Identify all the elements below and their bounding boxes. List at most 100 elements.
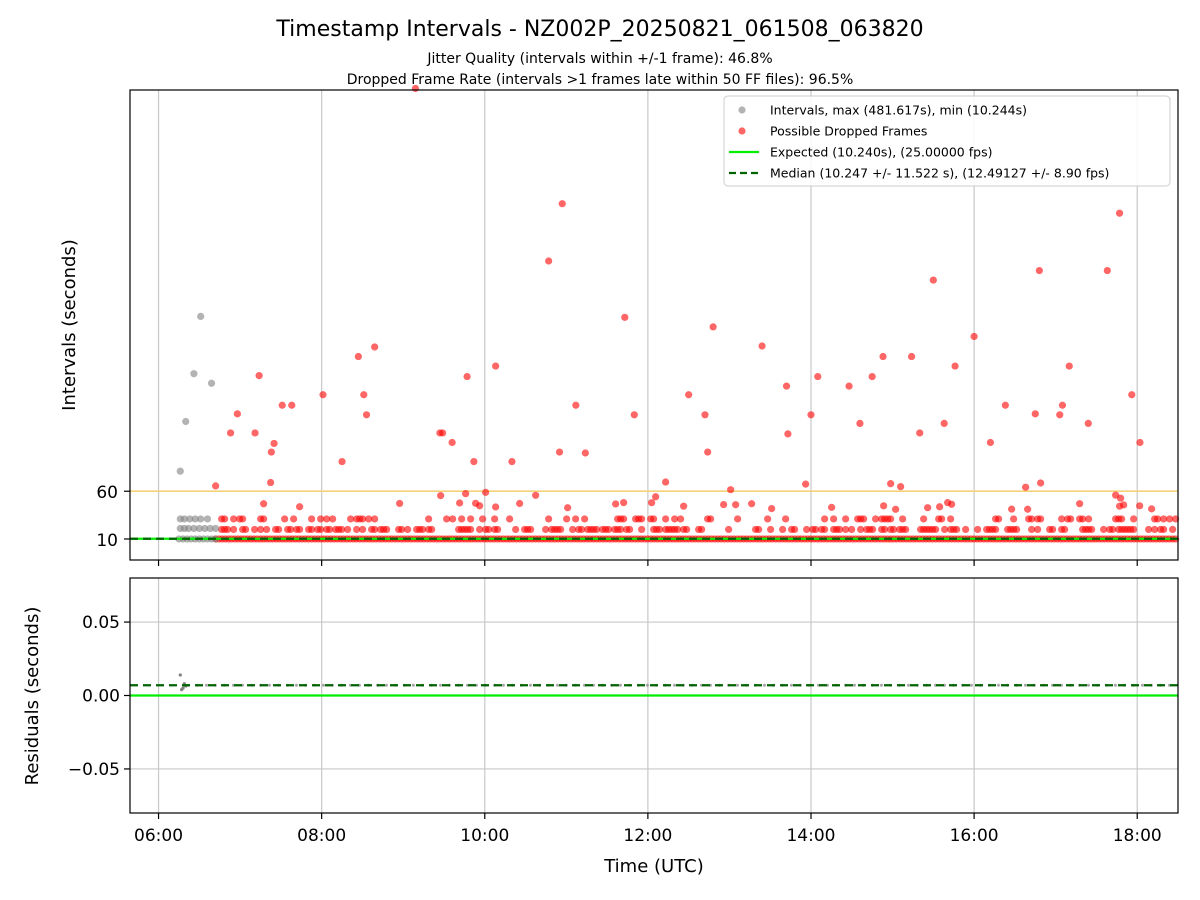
dropped-frame-point [941,525,949,534]
dropped-frame-point [1065,362,1073,370]
dropped-frame-point [779,525,787,534]
dropped-frame-point [317,525,325,534]
dropped-frame-point [860,515,868,523]
dropped-frame-point [308,525,316,534]
chart-subtitle-dropped: Dropped Frame Rate (intervals >1 frames … [347,72,854,88]
dropped-frame-point [947,515,955,523]
dropped-frame-point [569,525,577,534]
dropped-frame-point [677,515,685,523]
dropped-frame-point [650,515,658,523]
dropped-frame-point [807,411,815,419]
dropped-frame-point [476,502,484,510]
dropped-frame-point [1010,515,1018,523]
dropped-frame-point [287,525,295,534]
dropped-frame-point [879,352,887,361]
dropped-frame-point [1160,515,1168,523]
dropped-frame-point [396,499,404,508]
y-tick-label: 60 [96,483,118,503]
x-axis-label: Time (UTC) [603,856,704,877]
dropped-frame-point [962,525,970,534]
dropped-frame-point [1058,401,1067,409]
dropped-frame-point [685,391,693,399]
dropped-frame-point [803,525,811,534]
dropped-frame-point [1031,410,1039,418]
dropped-frame-point [709,323,717,331]
residual-point [294,683,298,687]
dropped-frame-point [1013,525,1021,534]
residual-point [178,673,182,677]
residual-point [672,683,676,687]
dropped-frame-point [1128,391,1136,399]
dropped-frame-point [974,525,982,534]
dropped-frame-point [347,515,355,523]
dropped-frame-point [290,515,298,523]
dropped-frame-point [1136,438,1144,447]
residual-point [267,683,271,687]
dropped-frame-point [791,525,799,534]
dropped-frame-point [916,429,924,437]
dropped-frame-point [1103,266,1111,275]
legend-box [723,95,1171,187]
dropped-frame-point [527,525,535,534]
dropped-frame-point [383,525,391,534]
dropped-frame-point [398,525,406,534]
dropped-frame-point [857,525,865,534]
dropped-frame-point [1088,525,1096,534]
dropped-frame-point [748,500,756,508]
dropped-frame-point [1109,525,1117,534]
dropped-frame-point [830,515,838,523]
dropped-frame-point [221,515,229,523]
chart-title: Timestamp Intervals - NZ002P_20250821_06… [275,17,923,42]
dropped-frame-point [727,486,735,494]
residual-point [879,683,883,687]
dropped-frame-point [443,515,451,523]
residual-point [555,683,559,687]
y-tick-label: −0.05 [68,760,120,780]
residual-point [906,683,910,687]
dropped-frame-point [782,515,790,523]
dropped-frame-point [212,482,220,490]
dropped-frame-point [436,429,444,437]
dropped-frame-point [970,332,978,341]
dropped-frame-point [782,382,791,390]
dropped-frame-point [260,515,268,523]
residual-point [438,683,442,687]
dropped-frame-point [638,525,646,534]
dropped-frame-point [411,84,420,93]
residual-point [1023,683,1027,687]
dropped-frame-point [338,458,346,466]
dropped-frame-point [880,502,888,510]
dropped-frame-point [485,525,493,534]
x-tick-label: 14:00 [786,826,835,846]
y-tick-label: 0.00 [82,687,120,707]
interval-point [206,524,214,533]
interval-point [197,312,205,321]
dropped-frame-point [951,362,959,370]
dropped-frame-point [419,525,427,534]
residual-point [789,683,793,687]
x-tick-label: 18:00 [1113,826,1162,846]
residual-point [996,683,1000,687]
dropped-frame-point [270,439,278,448]
dropped-frame-point [558,200,566,208]
dropped-frame-point [226,429,235,437]
legend-label: Median (10.247 +/- 11.522 s), (12.49127 … [770,166,1109,181]
dropped-frame-point [674,525,682,534]
interval-point [176,467,184,475]
dropped-frame-point [572,401,580,409]
dropped-frame-point [755,525,763,534]
dropped-frame-point [462,490,470,498]
dropped-frame-point [470,458,478,466]
dropped-frame-point [251,429,259,437]
dropped-frame-point [476,525,484,534]
dropped-frame-point [296,503,304,511]
dropped-frame-point [512,525,520,534]
dropped-frame-point [680,502,688,510]
dropped-frame-point [1028,515,1036,523]
dropped-frame-point [868,372,876,381]
dropped-frame-point [359,525,367,534]
dropped-frame-point [1166,515,1174,523]
dropped-frame-point [308,515,316,523]
dropped-frame-point [1035,266,1043,275]
dropped-frame-point [491,515,499,523]
